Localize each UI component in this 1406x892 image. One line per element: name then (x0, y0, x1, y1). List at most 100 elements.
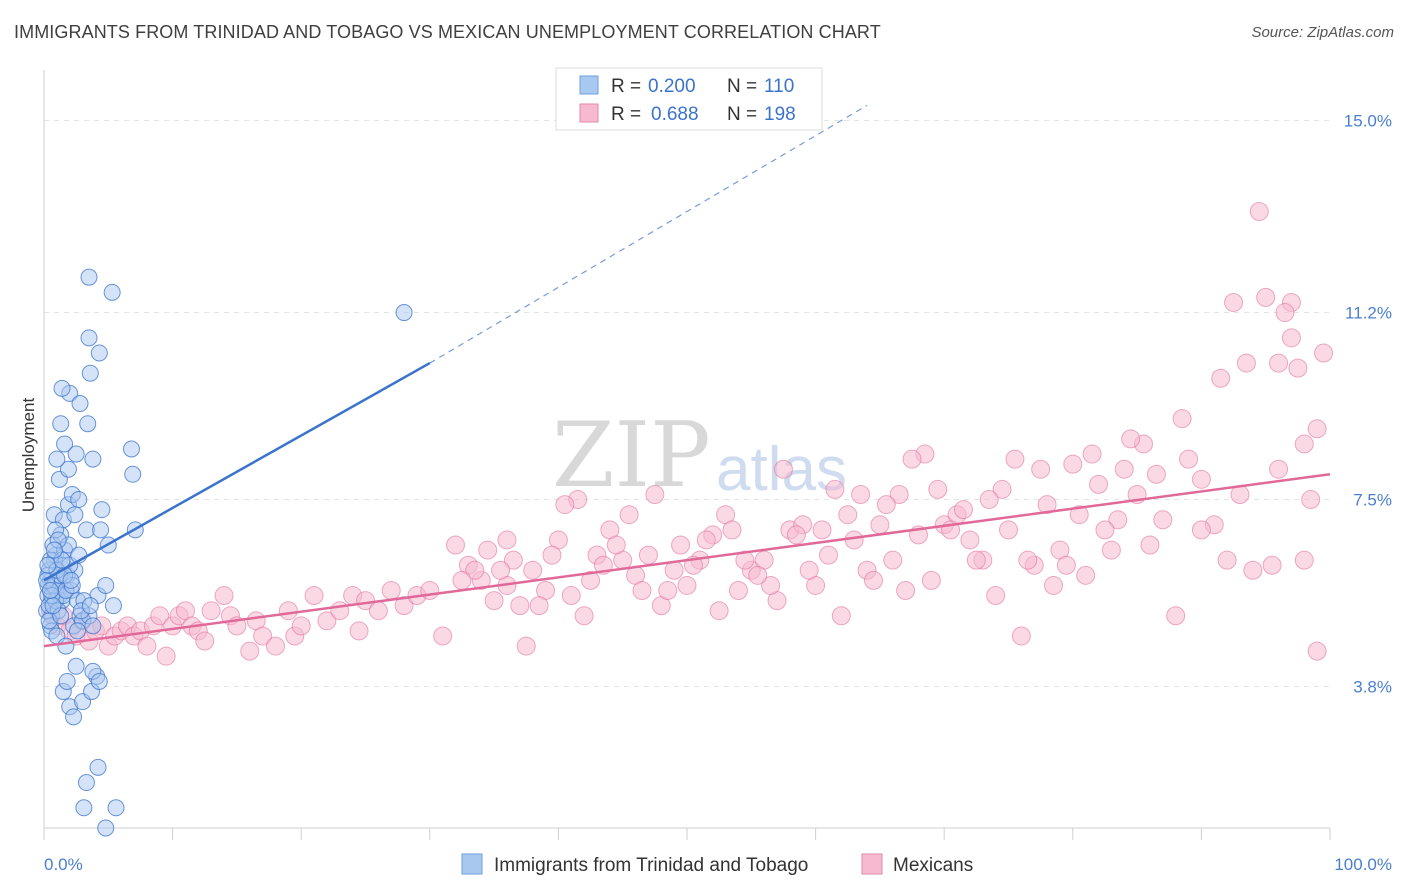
mexicans-point (420, 580, 440, 600)
mexicans-point (844, 530, 864, 550)
mexicans-point (1146, 464, 1166, 484)
mexicans-point (368, 601, 388, 621)
mexicans-point (201, 601, 221, 621)
legend-r-label-2: R = (611, 104, 641, 125)
trinidad-point (107, 799, 125, 817)
trinidad-point (103, 283, 121, 301)
trinidad-point (45, 541, 63, 559)
trinidad-point (80, 329, 98, 347)
mexicans-point (658, 580, 678, 600)
trinidad-point (65, 708, 83, 726)
mexicans-point (876, 495, 896, 515)
trinidad-point (97, 819, 115, 837)
chart-source: Source: ZipAtlas.com (1251, 24, 1394, 41)
mexicans-point (1179, 449, 1199, 469)
mexicans-point (253, 626, 273, 646)
gridlines (44, 120, 1330, 688)
mexicans-points (40, 201, 1334, 666)
mexicans-point (831, 606, 851, 626)
trinidad-point (41, 581, 59, 599)
trinidad-point (58, 672, 76, 690)
mexicans-point (960, 530, 980, 550)
trinidad-trend-extension (429, 104, 868, 364)
x-tick-labels: 0.0% 100.0% (44, 855, 1392, 874)
mexicans-point (446, 535, 466, 555)
trinidad-point (84, 617, 102, 635)
mexicans-point (491, 560, 511, 580)
trend-lines (43, 104, 1331, 648)
mexicans-point (851, 484, 871, 504)
trinidad-point (62, 571, 80, 589)
mexicans-point (889, 484, 909, 504)
mexicans-point (1005, 449, 1025, 469)
mexicans-point (278, 601, 298, 621)
mexicans-point (1031, 459, 1051, 479)
trinidad-point (84, 450, 102, 468)
mexicans-point (529, 596, 549, 616)
mexicans-point (966, 550, 986, 570)
mexicans-point (497, 530, 517, 550)
trinidad-point (79, 415, 97, 433)
mexicans-point (214, 586, 234, 606)
mexicans-point (1256, 287, 1276, 307)
mexicans-point (542, 545, 562, 565)
mexicans-point (979, 490, 999, 510)
mexicans-point (574, 606, 594, 626)
mexicans-point (1114, 459, 1134, 479)
mexicans-point (1269, 459, 1289, 479)
mexicans-point (1307, 641, 1327, 661)
mexicans-point (523, 560, 543, 580)
mexicans-point (818, 545, 838, 565)
mexicans-point (1294, 550, 1314, 570)
mexicans-point (1069, 505, 1089, 525)
mexicans-point (356, 591, 375, 611)
mexicans-point (1108, 510, 1128, 530)
bottom-legend-label-1: Immigrants from Trinidad and Tobago (494, 855, 808, 876)
mexicans-point (1191, 469, 1211, 489)
mexicans-point (381, 580, 401, 600)
trinidad-point (52, 415, 70, 433)
series-legend: Immigrants from Trinidad and Tobago Mexi… (461, 853, 973, 876)
mexicans-point (484, 591, 504, 611)
mexicans-point (1243, 560, 1263, 580)
mexicans-point (870, 515, 890, 535)
mexicans-point (478, 540, 498, 560)
trinidad-point (90, 672, 108, 690)
legend-n-label-2: N = (727, 104, 757, 125)
mexicans-point (304, 586, 324, 606)
mexicans-point (1063, 454, 1083, 474)
mexicans-point (953, 500, 973, 520)
mexicans-point (291, 616, 311, 636)
mexicans-point (1153, 510, 1173, 530)
mexicans-point (1011, 626, 1031, 646)
mexicans-point (1249, 201, 1269, 221)
mexicans-point (1307, 419, 1327, 439)
mexicans-point (799, 560, 819, 580)
mexicans-point (773, 459, 793, 479)
mexicans-point (1082, 444, 1102, 464)
trinidad-point (44, 597, 62, 615)
trinidad-point (77, 521, 95, 539)
mexicans-point (825, 479, 845, 499)
mexicans-point (150, 606, 170, 626)
trinidad-point (81, 364, 99, 382)
mexicans-point (1095, 520, 1115, 540)
y-tick-label-2: 11.2% (1345, 304, 1392, 323)
mexicans-point (1269, 353, 1289, 373)
mexicans-point (317, 611, 337, 631)
trinidad-point (97, 576, 115, 594)
mexicans-point (992, 479, 1012, 499)
mexicans-point (728, 580, 748, 600)
axes (43, 70, 1331, 840)
mexicans-point (928, 479, 948, 499)
mexicans-point (863, 570, 883, 590)
mexicans-point (1294, 434, 1314, 454)
mexicans-point (677, 575, 697, 595)
mexicans-trend-line (43, 473, 1331, 648)
mexicans-point (561, 586, 581, 606)
mexicans-point (902, 449, 922, 469)
trinidad-point (89, 758, 107, 776)
mexicans-point (709, 601, 729, 621)
legend-r-value-1: 0.200 (648, 76, 696, 97)
mexicans-point (1140, 535, 1160, 555)
